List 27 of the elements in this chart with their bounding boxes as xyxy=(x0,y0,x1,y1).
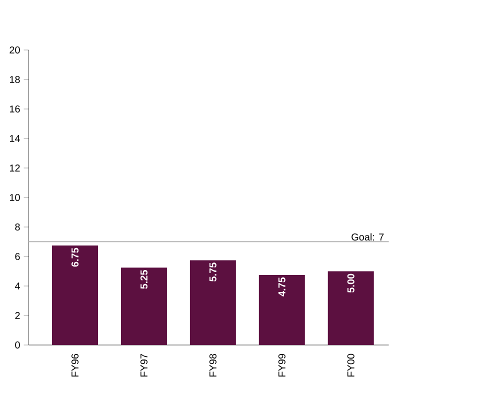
x-tick-label: FY97 xyxy=(140,354,148,377)
y-tick-label: 4 xyxy=(14,282,20,290)
y-tick-label: 12 xyxy=(10,164,20,172)
data-label: 4.75 xyxy=(278,277,286,296)
bar xyxy=(258,274,305,345)
bar xyxy=(120,268,167,345)
y-tick-label: 10 xyxy=(10,194,20,202)
x-tick-label: FY99 xyxy=(278,354,286,377)
data-label: 6.75 xyxy=(71,248,79,267)
ref-line-label: Goal: 7 xyxy=(352,233,384,241)
bar xyxy=(328,271,374,345)
y-tick-label: 20 xyxy=(10,46,20,54)
y-tick-label: 0 xyxy=(15,341,20,349)
data-label: 5.25 xyxy=(140,270,148,289)
y-tick-label: 14 xyxy=(10,135,20,142)
data-label: 5.75 xyxy=(209,262,216,282)
x-tick-label: FY98 xyxy=(209,354,216,377)
y-tick-label: 2 xyxy=(15,312,20,319)
y-tick-label: 16 xyxy=(10,105,20,113)
y-tick-label: 8 xyxy=(15,223,20,231)
y-tick-label: 18 xyxy=(10,76,20,84)
bar xyxy=(190,260,236,345)
bar xyxy=(52,245,98,345)
y-tick-label: 6 xyxy=(15,252,20,260)
data-label: 5.00 xyxy=(347,274,354,293)
x-tick-label: FY00 xyxy=(347,354,354,377)
x-tick-label: FY96 xyxy=(71,354,79,377)
